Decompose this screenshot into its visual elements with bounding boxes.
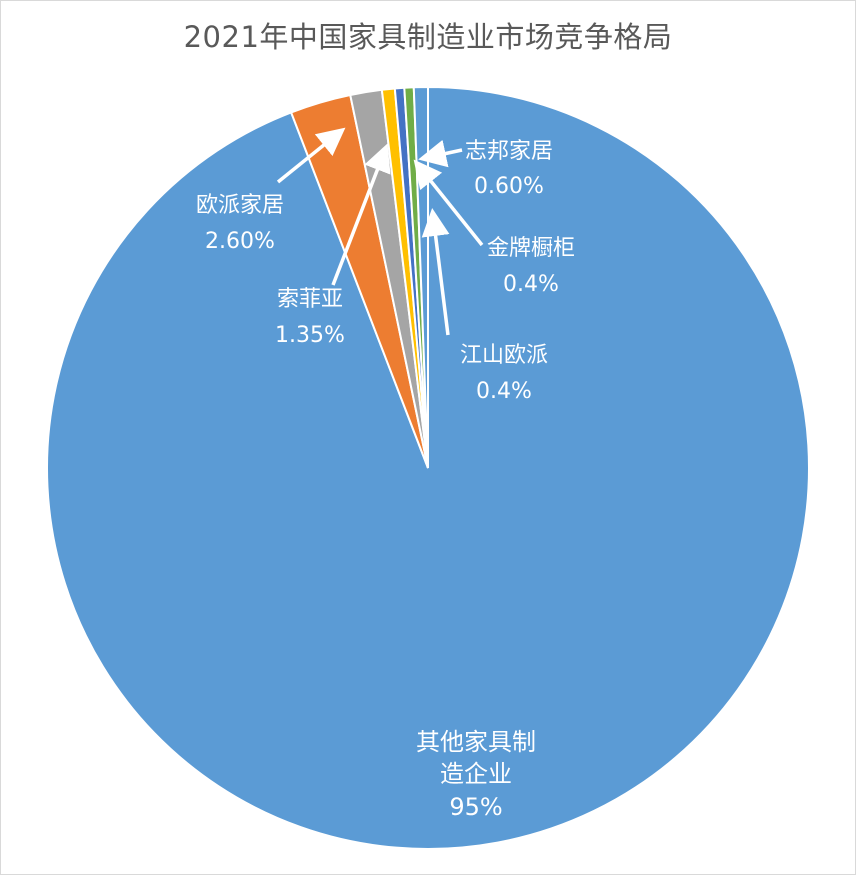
- label-jinpai-name: 金牌橱柜: [487, 236, 575, 261]
- label-others-line2: 造企业: [440, 760, 512, 788]
- leader-arrows: [276, 127, 484, 336]
- label-zhibang-name: 志邦家居: [465, 139, 553, 164]
- label-oupai-value: 2.60%: [205, 229, 275, 254]
- pie-slices: [46, 85, 810, 850]
- label-jinpai-value: 0.4%: [503, 272, 559, 297]
- label-suofeiya-name: 索菲亚: [277, 287, 343, 312]
- label-others-value: 95%: [449, 793, 502, 821]
- label-oupai-name: 欧派家居: [196, 193, 284, 218]
- arrow-jiangshan: [421, 208, 450, 336]
- label-suofeiya-value: 1.35%: [275, 323, 345, 348]
- arrow-zhibang: [418, 139, 463, 168]
- label-jiangshan-value: 0.4%: [476, 379, 532, 404]
- chart-title: 2021年中国家具制造业市场竞争格局: [183, 20, 673, 54]
- arrow-oupai: [276, 127, 346, 184]
- label-zhibang-value: 0.60%: [474, 174, 544, 199]
- label-others-line1: 其他家具制: [416, 728, 536, 756]
- label-jiangshan-name: 江山欧派: [460, 343, 548, 368]
- data-labels: 其他家具制 造企业 95% 欧派家居 2.60% 索菲亚 1.35% 志邦家居 …: [196, 139, 575, 821]
- arrow-jinpai: [413, 159, 484, 247]
- arrow-suofeiya: [331, 143, 391, 286]
